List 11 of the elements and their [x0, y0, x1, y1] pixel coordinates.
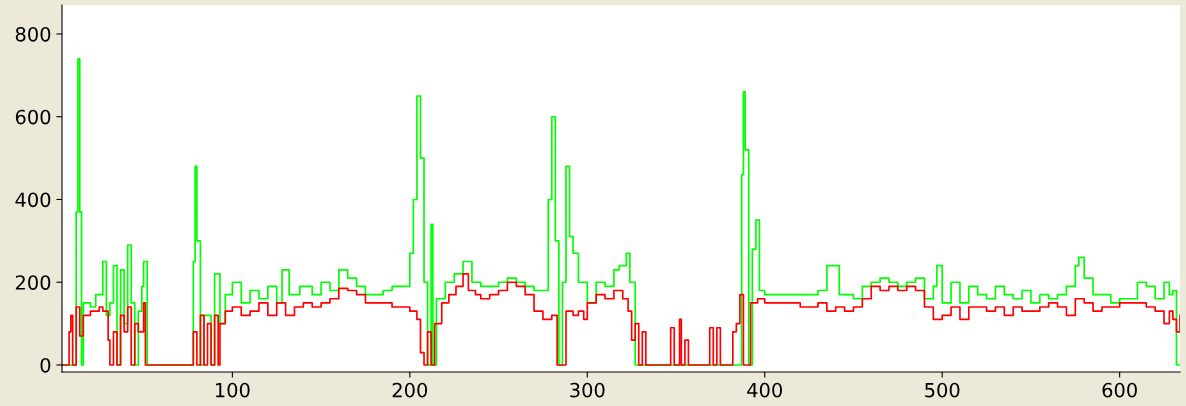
y-tick-label: 400 — [15, 192, 51, 208]
y-tick-label: 0 — [40, 357, 51, 373]
x-tick-label: 500 — [925, 382, 960, 398]
x-tick-label: 600 — [1102, 382, 1137, 398]
y-tick-label: 200 — [15, 275, 51, 290]
x-tick-label: 200 — [392, 382, 428, 398]
y-tick-label: 800 — [15, 26, 51, 42]
y-tick-label: 600 — [15, 109, 51, 125]
x-tick-label: 100 — [215, 382, 250, 398]
x-tick-label: 400 — [747, 382, 783, 398]
x-tick-label: 300 — [570, 382, 605, 398]
